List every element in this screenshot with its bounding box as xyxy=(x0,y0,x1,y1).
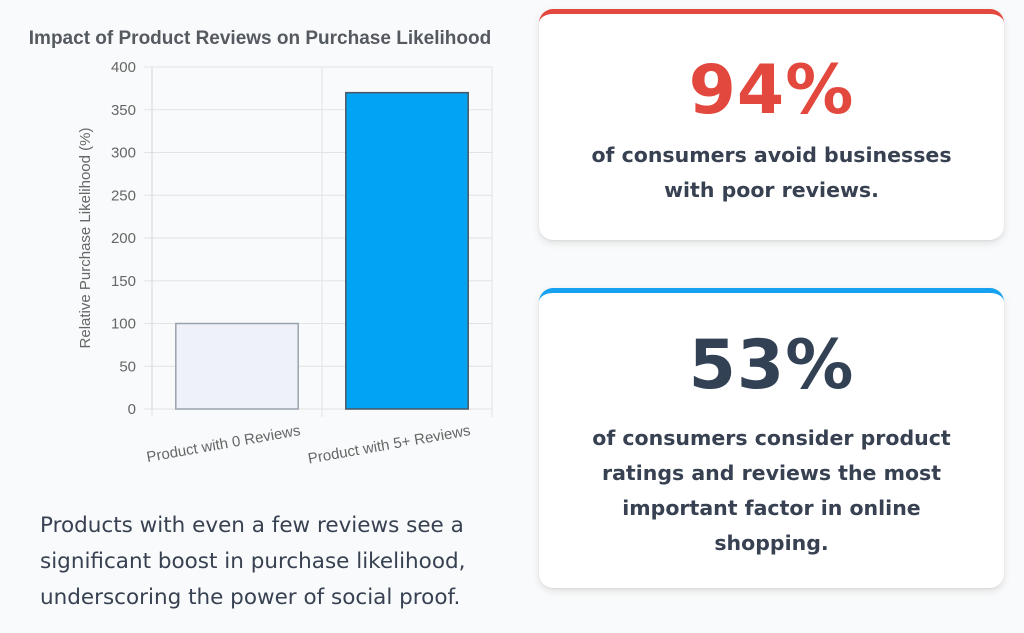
stat-description: of consumers consider product ratings an… xyxy=(592,426,951,555)
y-tick-label: 0 xyxy=(128,401,136,418)
chart-title: Impact of Product Reviews on Purchase Li… xyxy=(29,28,491,49)
stat-value: 53% xyxy=(688,326,855,405)
stat-card-poor-reviews: 94% of consumers avoid businesses with p… xyxy=(539,9,1004,240)
x-tick-label: Product with 0 Reviews xyxy=(145,422,301,466)
stat-value: 94% xyxy=(688,51,855,130)
y-tick-label: 150 xyxy=(111,273,136,290)
y-tick-label: 350 xyxy=(111,102,136,119)
stat-card-ratings-importance: 53% of consumers consider product rating… xyxy=(539,288,1004,588)
chart-container: Impact of Product Reviews on Purchase Li… xyxy=(0,0,512,490)
y-tick-label: 250 xyxy=(111,187,136,204)
x-tick-label: Product with 5+ Reviews xyxy=(307,422,472,467)
bar-2 xyxy=(345,91,469,410)
y-tick-label: 200 xyxy=(111,230,136,247)
bar-1 xyxy=(175,322,299,410)
bar-chart: Impact of Product Reviews on Purchase Li… xyxy=(29,28,493,468)
y-tick-label: 300 xyxy=(111,145,136,162)
y-tick-label: 50 xyxy=(119,358,136,375)
chart-caption: Products with even a few reviews see a s… xyxy=(40,513,466,610)
y-tick-label: 400 xyxy=(111,59,136,76)
y-axis-title: Relative Purchase Likelihood (%) xyxy=(77,128,94,349)
stat-description: of consumers avoid businesses with poor … xyxy=(591,143,952,202)
y-tick-label: 100 xyxy=(111,316,136,333)
